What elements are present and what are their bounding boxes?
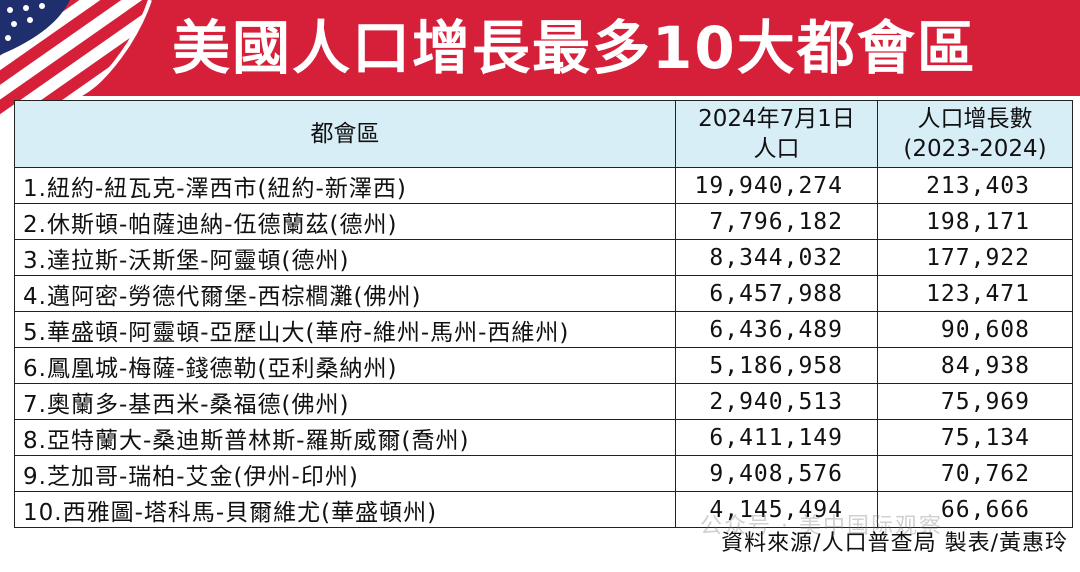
cell-growth: 66,666: [877, 491, 1073, 528]
table-row: 10.西雅圖-塔科馬-貝爾維尤(華盛頓州) 4,145,494 66,666: [14, 491, 1073, 528]
cell-population: 6,457,988: [675, 275, 878, 312]
header-growth-line2: (2023-2024): [903, 136, 1047, 162]
cell-population: 9,408,576: [675, 455, 878, 492]
cell-metro-name: 6.鳳凰城-梅薩-錢德勒(亞利桑納州): [14, 347, 676, 384]
cell-metro-name: 1.紐約-紐瓦克-澤西市(紐約-新澤西): [14, 167, 676, 204]
table-row: 9.芝加哥-瑞柏-艾金(伊州-印州) 9,408,576 70,762: [14, 455, 1073, 492]
metro-growth-table: 都會區 2024年7月1日 人口 人口增長數 (2023-2024) 1.紐約-…: [14, 100, 1073, 528]
cell-metro-name: 3.達拉斯-沃斯堡-阿靈頓(德州): [14, 239, 676, 276]
table-row: 6.鳳凰城-梅薩-錢德勒(亞利桑納州) 5,186,958 84,938: [14, 347, 1073, 384]
cell-growth: 70,762: [877, 455, 1073, 492]
cell-population: 2,940,513: [675, 383, 878, 420]
cell-growth: 84,938: [877, 347, 1073, 384]
table-row: 7.奧蘭多-基西米-桑福德(佛州) 2,940,513 75,969: [14, 383, 1073, 420]
table-row: 3.達拉斯-沃斯堡-阿靈頓(德州) 8,344,032 177,922: [14, 239, 1073, 276]
table-row: 1.紐約-紐瓦克-澤西市(紐約-新澤西) 19,940,274 213,403: [14, 167, 1073, 204]
table-row: 2.休斯頓-帕薩迪納-伍德蘭茲(德州) 7,796,182 198,171: [14, 203, 1073, 240]
cell-metro-name: 5.華盛頓-阿靈頓-亞歷山大(華府-維州-馬州-西維州): [14, 311, 676, 348]
cell-growth: 75,134: [877, 419, 1073, 456]
cell-population: 6,411,149: [675, 419, 878, 456]
table-header-row: 都會區 2024年7月1日 人口 人口增長數 (2023-2024): [14, 100, 1073, 168]
cell-population: 6,436,489: [675, 311, 878, 348]
header-metro-label: 都會區: [310, 121, 380, 147]
cell-growth: 75,969: [877, 383, 1073, 420]
cell-metro-name: 8.亞特蘭大-桑迪斯普林斯-羅斯威爾(喬州): [14, 419, 676, 456]
cell-population: 5,186,958: [675, 347, 878, 384]
watermark: 公众号 · 美中国际观察: [700, 514, 943, 539]
cell-metro-name: 9.芝加哥-瑞柏-艾金(伊州-印州): [14, 455, 676, 492]
header-population-line2: 人口: [753, 136, 800, 162]
title-banner: [0, 0, 1080, 96]
header-population-line1: 2024年7月1日: [698, 106, 855, 132]
cell-population: 8,344,032: [675, 239, 878, 276]
cell-growth: 177,922: [877, 239, 1073, 276]
cell-metro-name: 2.休斯頓-帕薩迪納-伍德蘭茲(德州): [14, 203, 676, 240]
table-row: 4.邁阿密-勞德代爾堡-西棕櫚灘(佛州) 6,457,988 123,471: [14, 275, 1073, 312]
cell-population: 19,940,274: [675, 167, 878, 204]
data-table-container: 都會區 2024年7月1日 人口 人口增長數 (2023-2024) 1.紐約-…: [14, 100, 1073, 528]
header-growth: 人口增長數 (2023-2024): [877, 100, 1073, 168]
header-growth-line1: 人口增長數: [917, 106, 1033, 132]
cell-population: 7,796,182: [675, 203, 878, 240]
table-row: 8.亞特蘭大-桑迪斯普林斯-羅斯威爾(喬州) 6,411,149 75,134: [14, 419, 1073, 456]
cell-metro-name: 7.奧蘭多-基西米-桑福德(佛州): [14, 383, 676, 420]
header-population: 2024年7月1日 人口: [675, 100, 878, 168]
cell-metro-name: 10.西雅圖-塔科馬-貝爾維尤(華盛頓州): [14, 491, 676, 528]
cell-population: 4,145,494: [675, 491, 878, 528]
header-metro: 都會區: [14, 100, 676, 168]
cell-growth: 123,471: [877, 275, 1073, 312]
page-title: 美國人口增長最多10大都會區: [172, 14, 977, 82]
cell-growth: 198,171: [877, 203, 1073, 240]
table-row: 5.華盛頓-阿靈頓-亞歷山大(華府-維州-馬州-西維州) 6,436,489 90,…: [14, 311, 1073, 348]
source-credit: 資料來源/人口普查局 製表/黃惠玲: [721, 531, 1068, 556]
cell-growth: 213,403: [877, 167, 1073, 204]
cell-growth: 90,608: [877, 311, 1073, 348]
cell-metro-name: 4.邁阿密-勞德代爾堡-西棕櫚灘(佛州): [14, 275, 676, 312]
